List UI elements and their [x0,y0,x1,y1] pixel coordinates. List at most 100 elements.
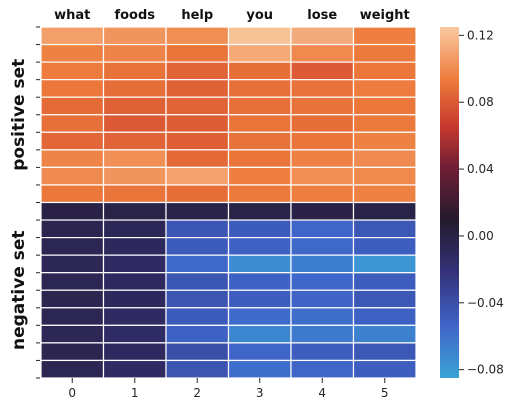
column-word-label: what [54,8,90,23]
heatmap-cell [40,96,105,116]
heatmap-cell [165,166,230,186]
heatmap-cell [102,166,167,186]
heatmap-cell [227,307,292,326]
heatmap-cell [102,184,167,204]
heatmap-cell [352,324,417,344]
heatmap-cell [290,359,355,379]
heatmap-cell [165,289,230,309]
x-axis: 0 1 2 3 4 5 [68,378,389,400]
heatmap-cell [165,219,230,239]
heatmap-cell [40,289,105,309]
x-tick-label: 3 [256,386,264,400]
y-axis [36,26,40,379]
heatmap-cell [102,219,167,239]
heatmap-cell [227,61,292,81]
heatmap-cell [227,26,292,46]
heatmap-cell [40,201,105,221]
heatmap-cell [102,359,167,379]
x-tick-label: 0 [68,386,76,400]
heatmap-cells [40,26,417,379]
heatmap-cell [165,79,230,98]
heatmap-cell [102,201,167,221]
heatmap-cell [165,324,230,344]
heatmap-cell [352,342,417,362]
heatmap-cell [165,201,230,221]
row-group-labels: positive set negative set [9,59,29,350]
heatmap-cell [352,184,417,204]
heatmap-cell [290,307,355,326]
heatmap-cell [165,61,230,81]
row-group-label: negative set [9,230,29,350]
heatmap-cell [290,289,355,309]
heatmap-cell [227,79,292,98]
heatmap-cell [227,272,292,291]
heatmap-cell [352,131,417,151]
colorbar: 0.12 0.08 0.04 0.00 −0.04 −0.08 [440,27,504,378]
colorbar-tick-label: 0.04 [467,162,494,176]
heatmap-cell [290,272,355,291]
heatmap-cell [102,324,167,344]
heatmap-cell [352,114,417,133]
heatmap-cell [165,342,230,362]
heatmap-cell [352,43,417,63]
heatmap-cell [165,114,230,133]
heatmap-cell [352,272,417,291]
x-tick-label: 5 [381,386,389,400]
heatmap-cell [290,184,355,204]
heatmap-cell [290,342,355,362]
heatmap-cell [40,166,105,186]
heatmap-cell [102,43,167,63]
heatmap-cell [102,272,167,291]
heatmap-cell [290,324,355,344]
heatmap-cell [102,342,167,362]
heatmap-cell [102,254,167,274]
x-tick-label: 1 [131,386,139,400]
heatmap-cell [290,26,355,46]
heatmap-cell [290,237,355,256]
heatmap-cell [290,131,355,151]
row-group-label: positive set [9,59,29,171]
heatmap-cell [40,324,105,344]
column-word-labels: what foods help you lose weight [54,8,410,23]
heatmap-cell [227,166,292,186]
heatmap-cell [290,79,355,98]
heatmap-cell [40,237,105,256]
heatmap-cell [352,26,417,46]
x-tick-label: 4 [318,386,326,400]
heatmap-cell [352,149,417,169]
heatmap-cell [165,43,230,63]
heatmap-cell [165,149,230,169]
heatmap-cell [165,272,230,291]
heatmap-cell [102,26,167,46]
heatmap-cell [102,149,167,169]
colorbar-tick-label: −0.08 [467,363,504,377]
heatmap-cell [352,237,417,256]
heatmap-cell [40,131,105,151]
heatmap-cell [290,166,355,186]
heatmap-cell [290,149,355,169]
heatmap-cell [165,254,230,274]
heatmap-cell [352,96,417,116]
column-word-label: weight [360,8,410,23]
heatmap-cell [40,79,105,98]
heatmap-cell [227,359,292,379]
heatmap-cell [165,359,230,379]
heatmap-cell [352,79,417,98]
colorbar-tick-label: 0.12 [467,28,494,42]
heatmap-cell [40,219,105,239]
column-word-label: help [181,8,213,23]
colorbar-tick-label: −0.04 [467,296,504,310]
heatmap-cell [40,114,105,133]
heatmap-cell [165,96,230,116]
heatmap-cell [352,201,417,221]
heatmap-cell [227,254,292,274]
heatmap-cell [40,359,105,379]
heatmap-cell [352,254,417,274]
colorbar-tick-label: 0.08 [467,95,494,109]
heatmap-cell [227,237,292,256]
heatmap-cell [227,114,292,133]
heatmap-cell [40,254,105,274]
heatmap-cell [290,201,355,221]
heatmap-cell [165,237,230,256]
